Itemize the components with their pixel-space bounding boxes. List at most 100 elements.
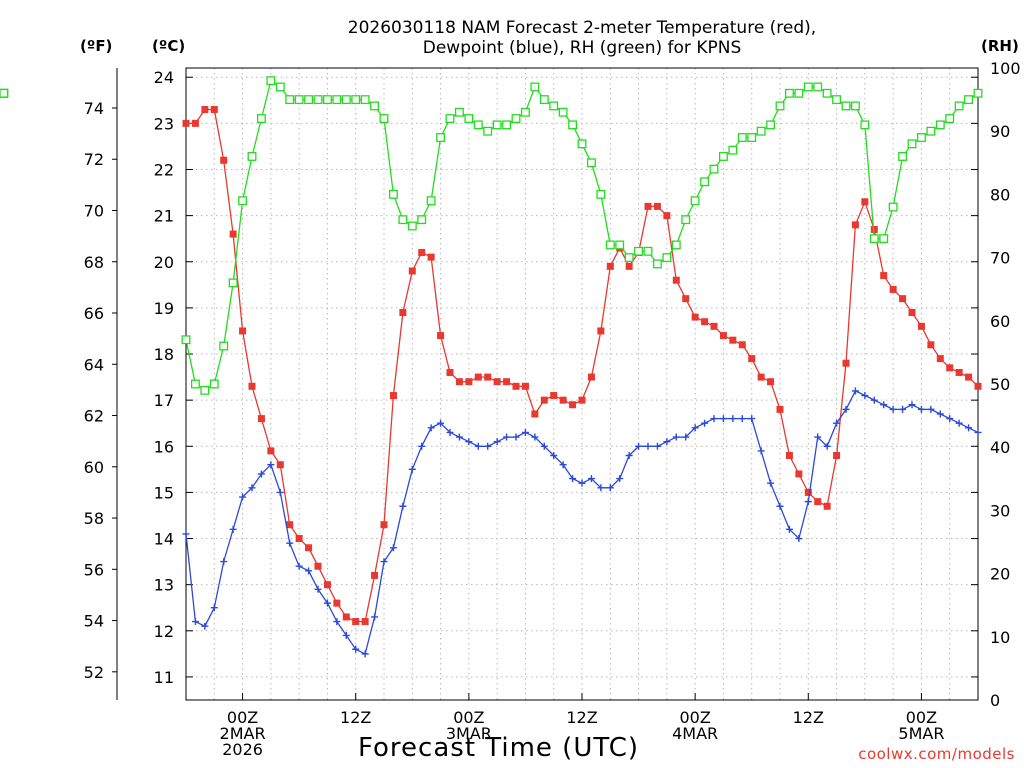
rh-point: [803, 82, 813, 92]
dewpoint-point: [946, 415, 954, 423]
rh-point: [200, 385, 210, 395]
temperature-point: [550, 392, 558, 400]
temperature-point: [795, 470, 803, 478]
dewpoint-point: [814, 433, 822, 441]
dewpoint-point: [804, 498, 812, 506]
rh-tick-label: 10: [990, 628, 1010, 647]
rh-point: [624, 253, 634, 263]
series-temperature: [182, 106, 982, 626]
rh-point: [813, 82, 823, 92]
dewpoint-point: [851, 387, 859, 395]
celsius-tick-label: 22: [154, 160, 174, 179]
temperature-point: [295, 535, 303, 543]
dewpoint-point: [371, 613, 379, 621]
temperature-point: [880, 272, 888, 280]
temperature-point: [936, 355, 944, 363]
rh-point: [879, 234, 889, 244]
dewpoint-point: [267, 461, 275, 469]
dewpoint-point: [418, 442, 426, 450]
temperature-point: [239, 327, 247, 335]
rh-point: [671, 240, 681, 250]
rh-point: [464, 114, 474, 124]
dewpoint-point: [540, 442, 548, 450]
dewpoint-point: [908, 401, 916, 409]
dewpoint-point: [286, 539, 294, 547]
fahrenheit-tick-label: 64: [84, 355, 104, 374]
dewpoint-point: [295, 562, 303, 570]
rh-point: [728, 145, 738, 155]
temperature-point: [597, 327, 605, 335]
dewpoint-point: [785, 525, 793, 533]
temperature-point: [606, 262, 614, 270]
dewpoint-point: [644, 442, 652, 450]
fahrenheit-tick-label: 62: [84, 407, 104, 426]
rh-unit-label: (RH): [981, 37, 1019, 55]
temperature-point: [719, 332, 727, 340]
rh-point: [916, 133, 926, 142]
rh-point: [256, 114, 266, 124]
temperature-point: [465, 378, 473, 386]
dewpoint-point: [361, 650, 369, 658]
dewpoint-point: [437, 419, 445, 427]
dewpoint-point: [399, 502, 407, 510]
temperature-point: [474, 373, 482, 381]
fahrenheit-tick-label: 70: [84, 201, 104, 220]
temperature-point: [559, 396, 567, 404]
dewpoint-point: [710, 415, 718, 423]
temperature-point: [644, 202, 652, 210]
dewpoint-point: [389, 544, 397, 552]
dewpoint-point: [550, 452, 558, 460]
temperature-point: [899, 295, 907, 303]
dewpoint-point: [380, 558, 388, 566]
rh-point: [973, 88, 983, 98]
fahrenheit-tick-label: 72: [84, 150, 104, 169]
axes: 11 12 13 14 15 16 17 18 19 20 21 22 23 24 52 54 56 58 60 62…: [84, 59, 1021, 759]
temperature-point: [814, 498, 822, 506]
rh-point: [935, 120, 945, 130]
rh-point: [737, 133, 747, 142]
series-rh: [0, 76, 983, 395]
dewpoint-point: [531, 433, 539, 441]
dewpoint-point: [757, 447, 765, 455]
temperature-point: [908, 308, 916, 316]
dewpoint-point: [559, 461, 567, 469]
dewpoint-point: [653, 442, 661, 450]
rh-tick-label: 60: [990, 312, 1010, 331]
rh-point: [483, 126, 493, 136]
celsius-tick-label: 21: [154, 207, 174, 226]
rh-point: [784, 88, 794, 98]
rh-tick-label: 20: [990, 565, 1010, 584]
fahrenheit-tick-label: 60: [84, 458, 104, 477]
dewpoint-point: [842, 405, 850, 413]
dewpoint-point: [889, 405, 897, 413]
dewpoint-point: [606, 484, 614, 492]
rh-tick-label: 30: [990, 501, 1010, 520]
rh-point: [596, 189, 606, 199]
dewpoint-point: [578, 479, 586, 487]
rh-point: [209, 379, 219, 389]
rh-point: [492, 120, 502, 130]
dewpoint-point: [276, 488, 284, 496]
temperature-point: [493, 378, 501, 386]
fahrenheit-tick-label: 52: [84, 663, 104, 682]
rh-point: [436, 133, 446, 142]
chart-subtitle: Dewpoint (blue), RH (green) for KPNS: [422, 38, 742, 58]
temperature-point: [974, 382, 982, 390]
dewpoint-point: [239, 493, 247, 501]
temperature-point: [182, 119, 190, 127]
dewpoint-point: [569, 475, 577, 483]
rh-point: [954, 101, 964, 111]
dewpoint-point: [455, 433, 463, 441]
dewpoint-point: [682, 433, 690, 441]
rh-point: [558, 107, 568, 117]
temperature-point: [776, 405, 784, 413]
rh-point: [898, 152, 908, 161]
temperature-point: [276, 461, 284, 469]
rh-point: [341, 95, 351, 105]
rh-point: [850, 101, 860, 111]
rh-point: [681, 215, 691, 225]
rh-point: [869, 234, 879, 244]
rh-point: [511, 114, 521, 124]
celsius-tick-label: 17: [154, 391, 174, 410]
rh-point: [388, 189, 398, 199]
